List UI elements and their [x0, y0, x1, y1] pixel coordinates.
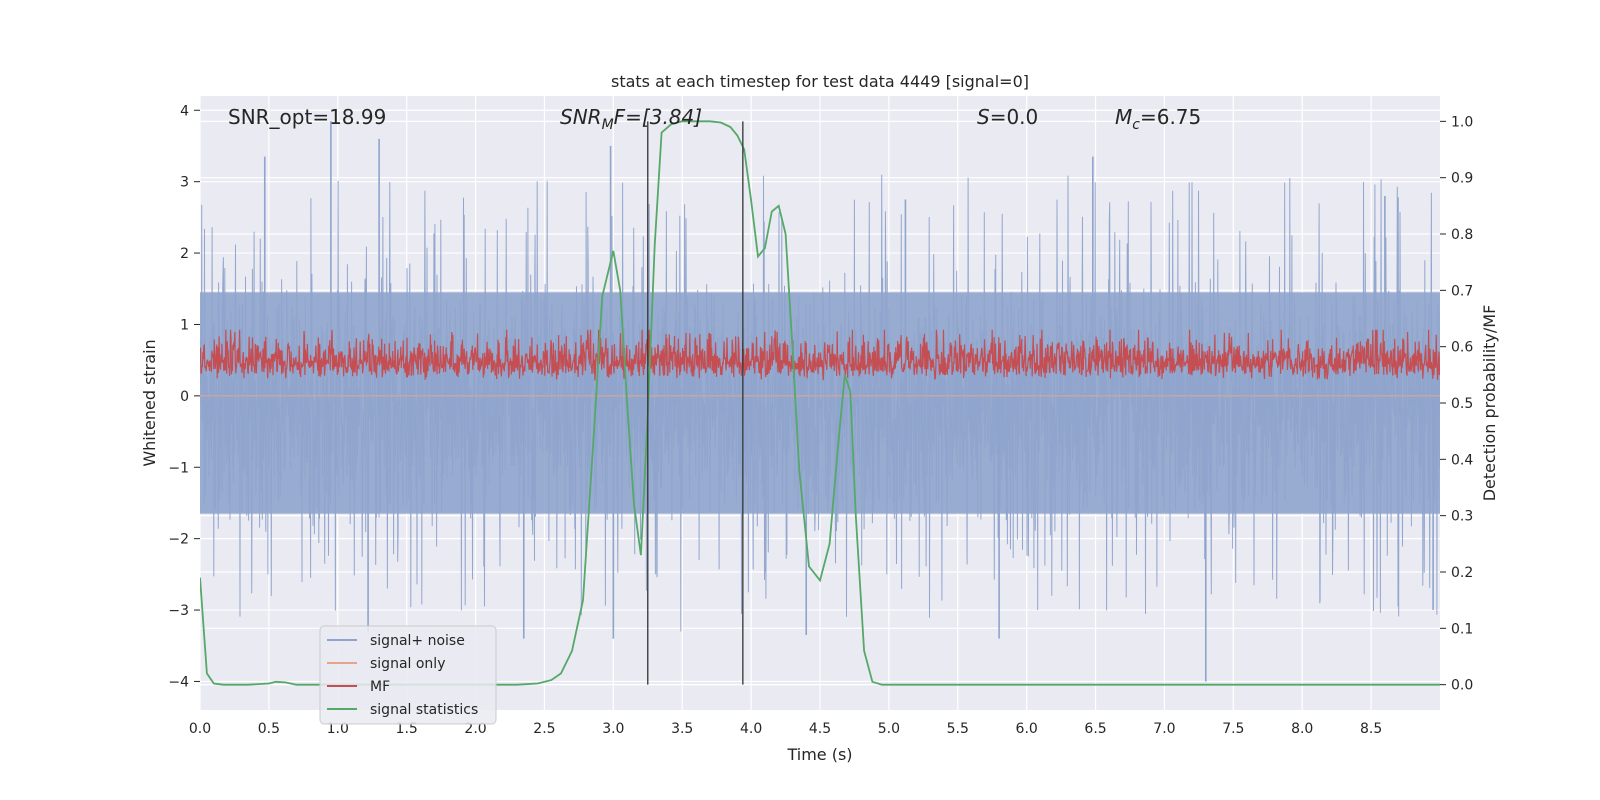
annotation-mc-value: =6.75	[1140, 105, 1201, 129]
x-tick-label: 3.0	[602, 721, 624, 737]
y-tick-label: −4	[168, 674, 189, 690]
y-tick-label: −1	[168, 460, 189, 476]
x-tick-label: 0.0	[189, 721, 211, 737]
x-tick-label: 3.5	[671, 721, 693, 737]
y2-tick-label: 0.8	[1451, 227, 1473, 243]
x-tick-label: 5.5	[947, 721, 969, 737]
y2-tick-label: 0.5	[1451, 396, 1473, 412]
y2-tick-label: 0.3	[1451, 509, 1473, 525]
y2-tick-label: 0.4	[1451, 452, 1473, 468]
y-axis-title: Whitened strain	[140, 339, 159, 466]
x-tick-label: 1.5	[396, 721, 418, 737]
axes: 0.0 0.5 1.0 1.5 2.0 2.5 3.0 3.5 4.0 4.5 5.0 5.5 6.0 6…	[168, 103, 1473, 737]
y-tick-label: 1	[180, 317, 189, 333]
series-signal-statistics-line	[200, 120, 1440, 686]
annotation-s-value: =0.0	[990, 105, 1039, 129]
y-tick-label: 0	[180, 389, 189, 405]
x-axis-title: Time (s)	[786, 745, 852, 764]
legend-label-signal-only: signal only	[370, 656, 445, 672]
annotation-snr-opt: SNR_opt=18.99	[228, 105, 386, 129]
annotation-snr-mf-name: SNR	[560, 105, 602, 129]
series-signal-noise-band	[200, 292, 1440, 514]
legend-label-mf: MF	[370, 679, 390, 695]
data-layer	[200, 120, 1440, 686]
annotation-snr-mf: SNRMF=[3.84]	[560, 105, 702, 133]
legend-box	[319, 625, 497, 725]
annotation-snr-mf-tail: F=[3.84]	[614, 105, 702, 129]
y2-tick-label: 0.7	[1451, 283, 1473, 299]
x-tick-label: 2.0	[464, 721, 486, 737]
y2-tick-label: 1.0	[1451, 114, 1473, 130]
x-tick-label: 0.5	[258, 721, 280, 737]
y2-tick-label: 0.9	[1451, 171, 1473, 187]
y2-tick-label: 0.0	[1451, 678, 1473, 694]
legend: signal+ noise signal only MF signal stat…	[319, 625, 497, 725]
x-tick-label: 8.0	[1291, 721, 1313, 737]
y2-tick-label: 0.2	[1451, 565, 1473, 581]
x-tick-label: 4.5	[809, 721, 831, 737]
chart-title: stats at each timestep for test data 444…	[611, 72, 1029, 91]
legend-label-signal-noise: signal+ noise	[370, 633, 465, 649]
x-tick-label: 4.0	[740, 721, 762, 737]
x-tick-label: 6.0	[1016, 721, 1038, 737]
y-tick-label: 4	[180, 103, 189, 119]
y2-axis-title: Detection probability/MF	[1480, 305, 1499, 502]
y-tick-label: −3	[168, 603, 189, 619]
x-tick-label: 8.5	[1360, 721, 1382, 737]
y2-tick-label: 0.6	[1451, 340, 1473, 356]
annotation-snr-mf-sub: M	[602, 117, 614, 133]
annotation-s-name: S	[977, 105, 990, 129]
annotation-mc-sub: c	[1132, 117, 1140, 133]
y-tick-label: −2	[168, 532, 189, 548]
x-tick-label: 5.0	[878, 721, 900, 737]
x-tick-label: 7.5	[1222, 721, 1244, 737]
x-tick-label: 2.5	[533, 721, 555, 737]
x-tick-label: 1.0	[327, 721, 349, 737]
annotation-s: S=0.0	[977, 105, 1038, 129]
x-tick-label: 6.5	[1084, 721, 1106, 737]
y-tick-label: 3	[180, 175, 189, 191]
series-mf-line	[200, 329, 1440, 381]
annotation-mc-name: M	[1115, 105, 1132, 129]
y2-tick-label: 0.1	[1451, 621, 1473, 637]
annotation-mc: Mc=6.75	[1115, 105, 1201, 133]
y-tick-label: 2	[180, 246, 189, 262]
x-tick-label: 7.0	[1153, 721, 1175, 737]
legend-label-signal-statistics: signal statistics	[370, 702, 478, 718]
vertical-markers	[647, 121, 744, 685]
